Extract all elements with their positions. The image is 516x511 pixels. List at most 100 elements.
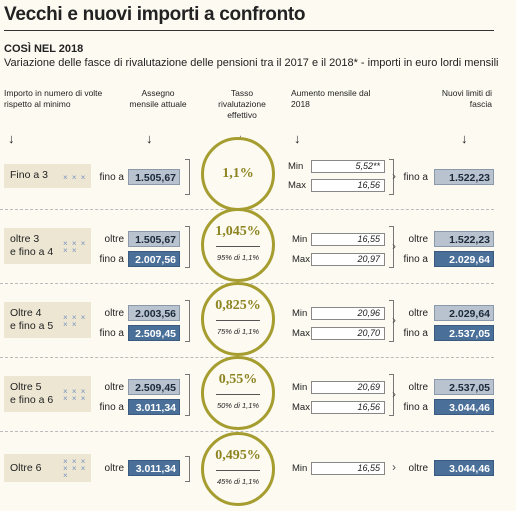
current-label-min: oltre [104,308,124,319]
rate-divider [216,246,260,247]
current-value-min: 1.505,67 [128,231,180,247]
arrow-down-icon: ↓ [294,131,301,146]
new-limit-value-min: 2.029,64 [434,305,494,321]
current-label-min: oltre [104,382,124,393]
rate-percent: 0,55% [218,372,258,387]
current-value-min: 2.509,45 [128,379,180,395]
current-value: 3.011,34 [128,460,180,476]
new-limit-label: oltre [408,463,428,474]
rate-circle: 0,495% 45% di 1,1% [201,432,275,506]
current-label: fino a [99,172,124,183]
min-increase: 20,69 [311,381,385,394]
new-limit-value-min: 2.537,05 [434,379,494,395]
brace [185,159,190,195]
min-label: Min [288,161,304,172]
column-header-increase: Aumento mensile dal 2018 [291,88,371,109]
brace [185,300,190,342]
rate-percent: 1,1% [222,166,254,181]
multiplier-marks: × × × [63,173,87,182]
chevron-right-icon: › [392,239,396,253]
rate-circle: 1,1% [201,137,275,211]
rate-circle: 0,55% 50% di 1,1% [201,356,275,430]
brace [389,300,394,342]
category-label: Oltre 5 e fino a 6 [4,376,91,412]
description: Variazione delle fasce di rivalutazione … [4,57,499,69]
current-label-max: fino a [99,402,124,413]
max-increase: 16,56 [311,401,385,414]
rate-circle: 1,045% 95% di 1,1% [201,208,275,282]
multiplier-marks: × × × × × [63,239,87,255]
rate-note: 45% di 1,1% [216,477,260,486]
rate-circle: 0,825% 75% di 1,1% [201,282,275,356]
column-header-current: Assegno mensile attuale [129,88,187,109]
current-value-max: 2.509,45 [128,325,180,341]
title-divider [4,30,494,31]
row-fino-3: Fino a 3 × × × fino a 1.505,67 1,1% Min … [0,137,494,211]
row-4-5: Oltre 4 e fino a 5 × × × × × oltre 2.003… [0,282,494,356]
current-value-min: 2.003,56 [128,305,180,321]
max-label: Max [292,402,310,413]
current-value: 1.505,67 [128,169,180,185]
category-text: Fino a 3 [10,169,48,181]
category-label: Fino a 3 [4,164,91,188]
min-label: Min [292,308,308,319]
rate-divider [216,394,260,395]
new-limit-label-min: oltre [408,382,428,393]
rate-percent: 1,045% [215,224,261,239]
min-increase: 5,52** [311,160,385,173]
multiplier-marks: × × × × × × × [63,457,87,480]
min-increase: 20,96 [311,307,385,320]
new-limit-value-max: 2.537,05 [434,325,494,341]
max-label: Max [292,254,310,265]
row-3-4: oltre 3 e fino a 4 × × × × × oltre 1.505… [0,208,494,282]
new-limit-value-max: 2.029,64 [434,251,494,267]
column-header-new-limits: Nuovi limiti di fascia [441,88,492,109]
rate-percent: 0,825% [215,298,261,313]
max-label: Max [288,180,306,191]
category-text: Oltre 6 [10,462,42,474]
current-value-max: 2.007,56 [128,251,180,267]
column-header-rate: Tasso rivalutazione effettivo [218,88,266,120]
max-increase: 20,70 [311,327,385,340]
new-limit-value: 3.044,46 [434,460,494,476]
current-label-max: fino a [99,254,124,265]
new-limit-label-min: oltre [408,234,428,245]
max-label: Max [292,328,310,339]
row-oltre-6: Oltre 6 × × × × × × × oltre 3.011,34 0,4… [0,432,494,506]
arrow-down-icon: ↓ [461,131,468,146]
min-label: Min [292,234,308,245]
new-limit-label-max: fino a [403,328,428,339]
page-title: Vecchi e nuovi importi a confronto [4,4,306,25]
new-limit-value: 1.522,23 [434,169,494,185]
category-label: Oltre 4 e fino a 5 [4,302,91,338]
column-header-multiple: Importo in numero di volte rispetto al m… [4,88,103,109]
chevron-right-icon: › [392,387,396,401]
min-increase: 16,55 [311,233,385,246]
chevron-right-icon: › [392,313,396,327]
new-limit-label-max: fino a [403,402,428,413]
rate-divider [216,320,260,321]
brace [389,226,394,268]
min-label: Min [292,463,308,474]
brace [185,226,190,268]
min-increase: 16,55 [311,462,385,475]
brace [389,159,394,195]
category-label: oltre 3 e fino a 4 [4,228,91,264]
current-label-max: fino a [99,328,124,339]
subhead: COSÌ NEL 2018 [4,43,84,55]
rate-percent: 0,495% [215,448,261,463]
brace [389,374,394,416]
current-label: oltre [104,463,124,474]
brace [185,456,190,482]
rate-note: 75% di 1,1% [216,327,260,336]
category-label: Oltre 6 [4,454,91,482]
brace [185,374,190,416]
new-limit-label-min: oltre [408,308,428,319]
arrow-down-icon: ↓ [146,131,153,146]
row-divider [0,431,494,432]
chevron-right-icon: › [392,169,396,183]
category-text: oltre 3 e fino a 4 [10,233,54,258]
new-limit-label-max: fino a [403,254,428,265]
category-text: Oltre 4 e fino a 5 [10,307,54,332]
current-value-max: 3.011,34 [128,399,180,415]
